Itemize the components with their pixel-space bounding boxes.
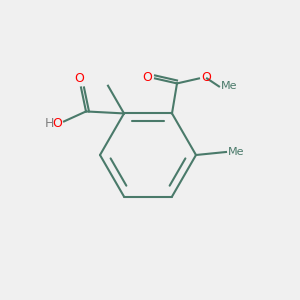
Text: Me: Me bbox=[228, 147, 244, 157]
Text: H: H bbox=[45, 117, 54, 130]
Text: O: O bbox=[74, 72, 84, 86]
Text: O: O bbox=[201, 71, 211, 84]
Text: O: O bbox=[52, 117, 62, 130]
Text: O: O bbox=[142, 71, 152, 84]
Text: Me: Me bbox=[221, 81, 238, 92]
